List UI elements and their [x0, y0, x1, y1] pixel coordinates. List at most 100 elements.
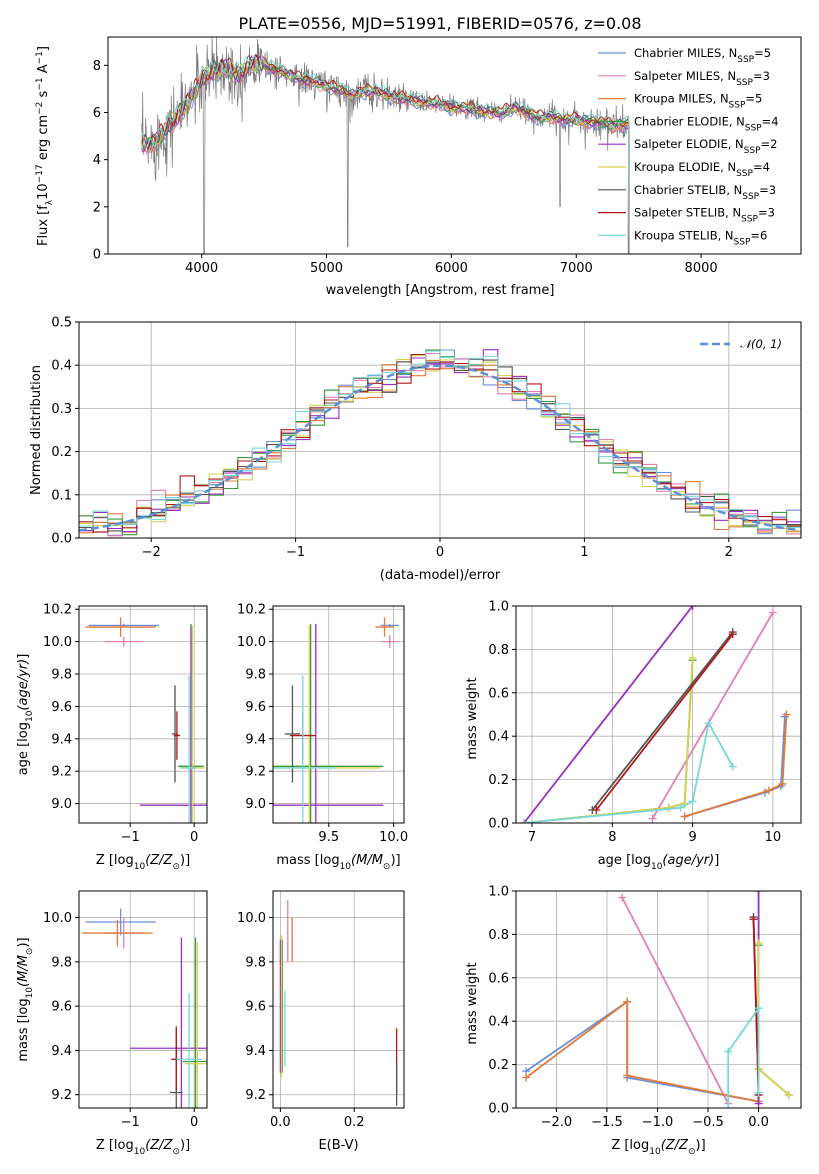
y-tick-label: 9.8 [245, 955, 266, 970]
y-tick-label: 10.0 [237, 911, 266, 926]
model-spectrum-line [141, 60, 630, 254]
y-tick-label: 10.2 [43, 603, 72, 618]
mass-weight-marker [680, 812, 689, 821]
y-tick-label: 9.2 [245, 765, 266, 780]
y-axis-label-part: 10 [25, 987, 35, 999]
y-tick-label: 4 [93, 153, 101, 168]
y-axis-label-part: A [36, 64, 51, 77]
mass-weight-marker [724, 1104, 733, 1108]
axes-frame [272, 890, 405, 1109]
mass-weight-line [523, 606, 694, 823]
axes-frame [515, 890, 802, 1109]
y-tick-label: 0.0 [51, 532, 72, 547]
y-tick-label: 9.8 [51, 955, 72, 970]
y-tick-label: 9.0 [51, 797, 72, 812]
y-axis-label-part: s [36, 90, 51, 101]
y-tick-label: 0.8 [488, 643, 509, 658]
mass-weight-marker [749, 915, 758, 924]
x-axis-label: (data-model)/error [380, 568, 501, 583]
legend-entry-part: Kroupa MILES, N [634, 92, 729, 106]
legend-entry: 𝒩(0, 1) [740, 337, 782, 351]
x-tick-label: 9 [688, 830, 696, 845]
y-axis-label-part: −2 [35, 102, 45, 115]
x-tick-label: 2 [725, 545, 733, 560]
axes-frame [515, 605, 802, 824]
y-tick-label: 0.5 [51, 316, 72, 331]
model-spectrum-line [141, 54, 630, 254]
axes-frame [272, 605, 405, 824]
mass-weight-marker [688, 654, 697, 663]
y-axis-label: age [log10(age/yr)] [16, 654, 35, 776]
y-tick-label: 0.1 [51, 488, 72, 503]
x-tick-label: −2.0 [541, 1115, 573, 1130]
mass-weight-marker [623, 1071, 632, 1080]
y-tick-label: 0.6 [488, 686, 509, 701]
y-tick-label: 0.4 [51, 359, 72, 374]
age-vs-metallicity-panel: −1 09.09.29.49.69.810.010.2Z [log10(Z/Z⊙)… [16, 603, 208, 872]
y-axis-label-part: age [log [16, 722, 31, 775]
mass-weight-marker [784, 1090, 793, 1099]
x-axis-label-part: (Z/Z [145, 853, 173, 868]
x-axis-label-part: age [log [598, 853, 651, 868]
x-tick-label: −1.5 [591, 1115, 623, 1130]
x-tick-label: 4000 [185, 261, 218, 276]
x-tick-label: 8000 [685, 261, 718, 276]
x-axis-label-part: mass [log [276, 853, 339, 868]
mass-weight-marker [522, 1073, 531, 1082]
legend-entry-part: SSP [734, 237, 751, 247]
age-vs-mass-panel: 9.5 10.0 9.0 9.2 9.4 9.6 9.8 10.0 10.2 mass [log1… [237, 603, 408, 872]
legend-entry-part: Salpeter ELODIE, N [634, 137, 744, 151]
plot-area [279, 899, 398, 1106]
mass-weight-line [757, 943, 790, 1096]
legend-entry-part: =4 [762, 114, 779, 128]
legend-entry-part: Kroupa STELIB, N [634, 228, 734, 242]
y-tick-label: 9.4 [245, 732, 266, 747]
mass-weight-marker [728, 630, 737, 639]
x-tick-label: 0 [190, 830, 198, 845]
y-tick-label: 9.6 [245, 700, 266, 715]
x-axis-label: Z [log10(Z/Z⊙)] [611, 1138, 705, 1157]
x-axis-label-part: 10 [649, 1147, 661, 1157]
mass-weight-marker [623, 997, 632, 1006]
y-tick-label: 6 [93, 106, 101, 121]
y-tick-label: 8 [93, 59, 101, 74]
y-tick-label: 0.2 [488, 1058, 509, 1073]
x-axis-label-part: ⊙ [172, 862, 180, 872]
legend-entry-part: =3 [759, 183, 776, 197]
legend-entry: Chabrier ELODIE, NSSP=4 [634, 114, 779, 133]
mass-weight-line [525, 999, 759, 1103]
axes-frame [78, 890, 208, 1109]
legend-entry-part: =2 [761, 137, 778, 151]
x-tick-label: −2 [142, 545, 161, 560]
x-axis-label-part: Z [log [611, 1138, 649, 1153]
mass-weight-marker [754, 1099, 763, 1108]
mass-weight-line [591, 631, 734, 811]
x-axis-label-part: )] [696, 1138, 706, 1153]
y-tick-label: 9.0 [245, 797, 266, 812]
y-tick-label: 9.6 [51, 700, 72, 715]
y-tick-label: 9.4 [245, 1044, 266, 1059]
y-tick-label: 0.0 [488, 817, 509, 832]
y-tick-label: 0.8 [488, 928, 509, 943]
legend-entry: Salpeter ELODIE, NSSP=2 [634, 137, 777, 156]
y-axis-label-part: −1 [35, 51, 45, 64]
x-tick-label: 0.0 [270, 1115, 291, 1130]
y-axis-label-part: )] [16, 937, 31, 947]
legend-entry-part: SSP [729, 101, 746, 111]
plot-area [273, 617, 399, 823]
y-tick-label: 0.3 [51, 402, 72, 417]
figure-title: PLATE=0556, MJD=51991, FIBERID=0576, z=0… [238, 14, 641, 33]
x-axis-label-part: Z [log [96, 853, 134, 868]
mass-weight-marker [688, 797, 697, 806]
x-axis-label-part: 10 [651, 862, 663, 872]
y-tick-label: 0.2 [51, 445, 72, 460]
y-tick-label: 1.0 [488, 600, 509, 615]
legend-entry: Kroupa STELIB, NSSP=6 [634, 228, 767, 247]
mass-weight-marker [592, 805, 601, 814]
x-axis-label-part: 10 [340, 862, 352, 872]
x-axis-label-part: )] [180, 853, 190, 868]
legend-entry: Chabrier MILES, NSSP=5 [634, 46, 771, 65]
mass-weight-line [651, 612, 774, 820]
y-tick-label: 9.8 [51, 668, 72, 683]
mass-weight-marker [764, 786, 773, 795]
